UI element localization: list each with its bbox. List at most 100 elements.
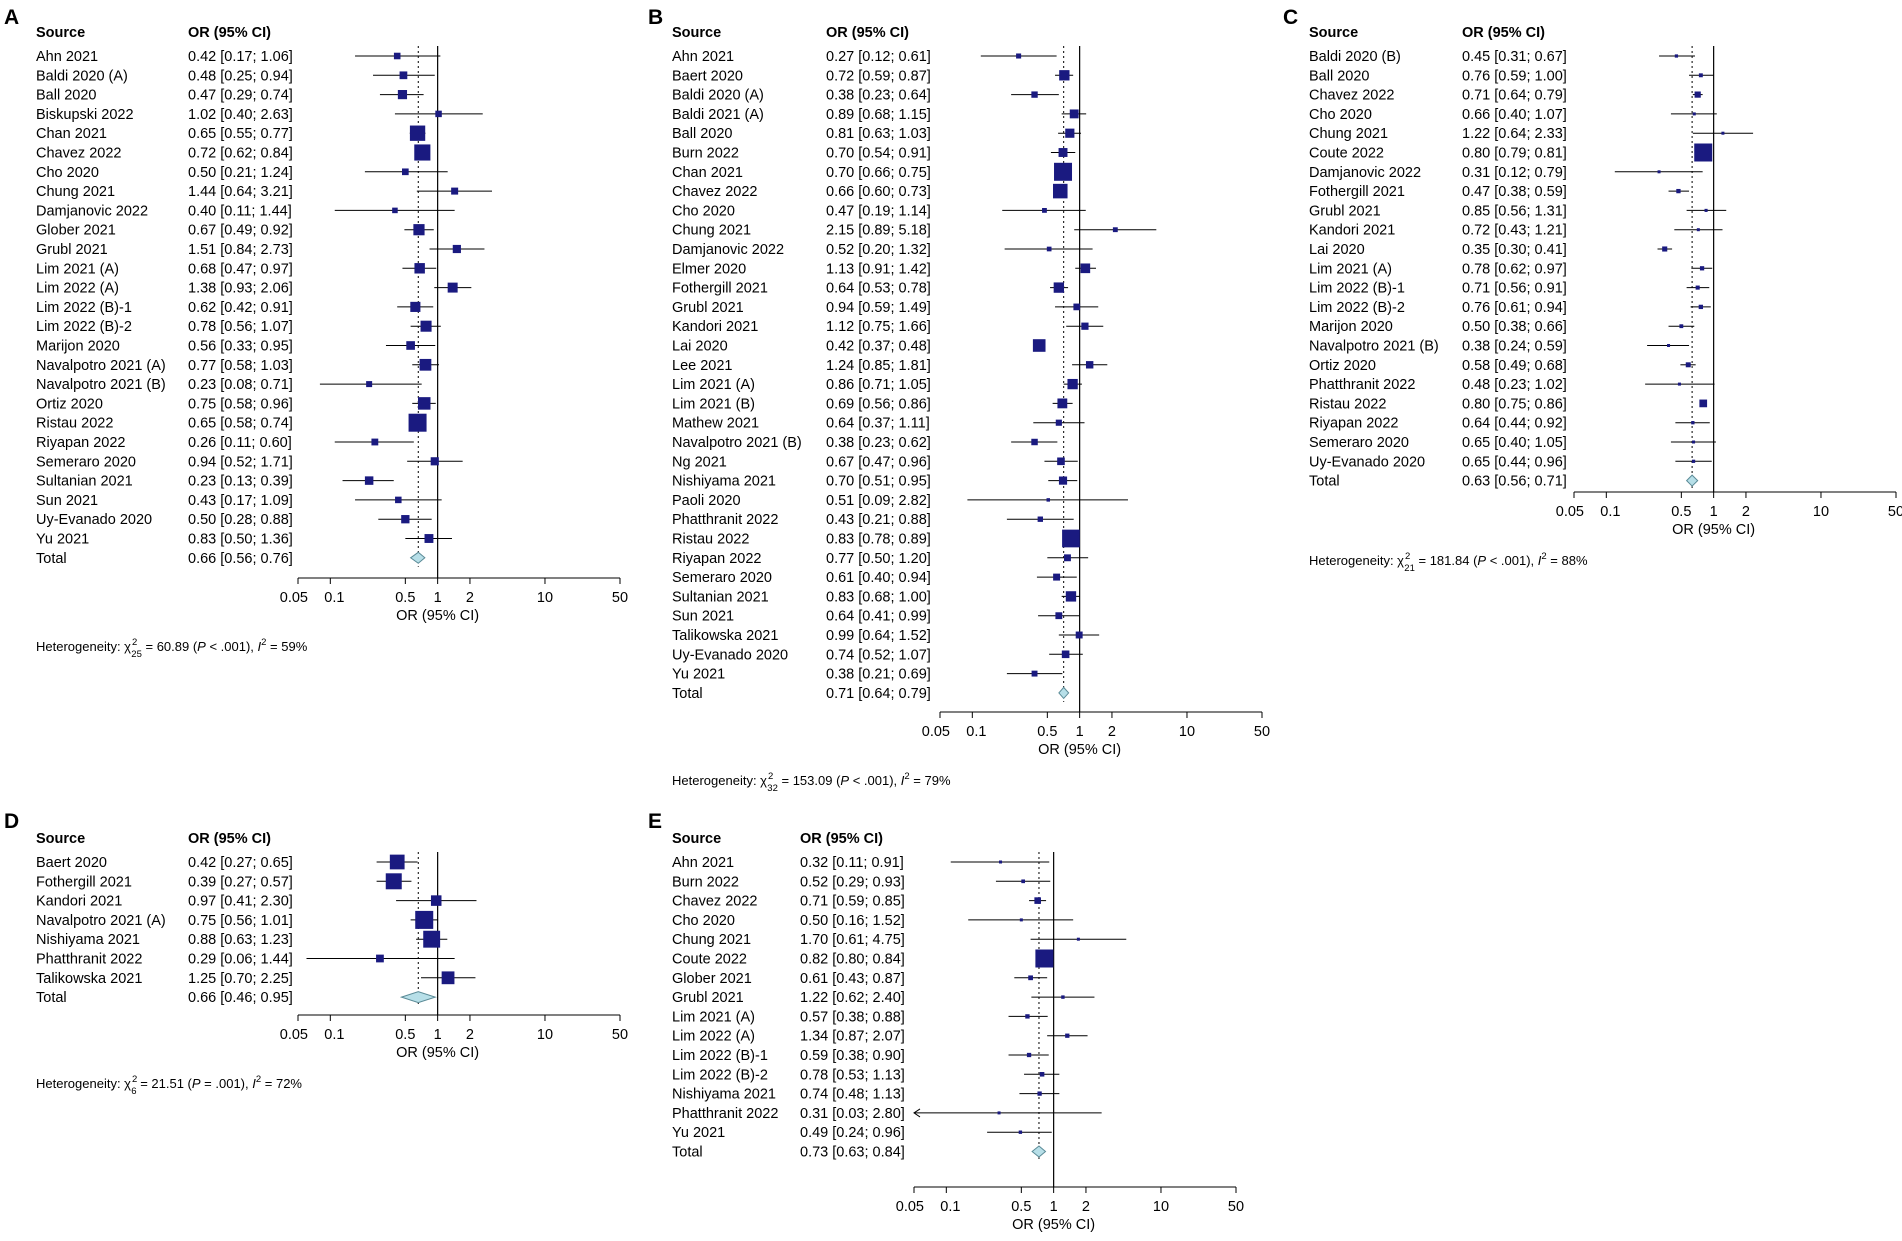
study-marker (1028, 975, 1033, 981)
study-marker (1031, 670, 1038, 677)
x-tick-label: 0.1 (1600, 504, 1620, 520)
study-marker (414, 263, 425, 274)
study-ci-text: 0.32 [0.11; 0.91] (800, 855, 904, 871)
column-header-or: OR (95% CI) (188, 25, 271, 41)
x-tick-label: 0.1 (324, 1027, 344, 1043)
study-marker (366, 381, 373, 388)
study-marker (999, 860, 1003, 864)
panel-d: D Source OR (95% CI) Baert 2020 0.42 [0.27; … (4, 810, 628, 1097)
panel-label: A (4, 6, 19, 29)
total-label: Total (672, 686, 703, 702)
heterogeneity-stats: Heterogeneity: χ2 32 = 153.09 (P < .001),… (672, 771, 951, 794)
study-name: Riyapan 2022 (672, 551, 762, 567)
study-marker (1657, 170, 1661, 174)
study-ci-text: 0.27 [0.12; 0.61] (826, 49, 931, 65)
panel-c: C Source OR (95% CI) Baldi 2020 (B) 0.45 [0.… (1283, 6, 1902, 574)
x-tick-label: 0.05 (280, 590, 308, 606)
study-ci-text: 0.50 [0.16; 1.52] (800, 913, 905, 929)
pooled-diamond (1685, 474, 1699, 487)
study-name: Chan 2021 (672, 165, 743, 181)
study-marker (1058, 476, 1068, 485)
study-marker (1662, 246, 1668, 252)
study-name: Lai 2020 (672, 339, 728, 355)
study-marker (1034, 897, 1041, 904)
study-name: Chung 2021 (36, 184, 115, 200)
study-name: Ball 2020 (672, 126, 732, 142)
study-ci-text: 0.82 [0.80; 0.84] (800, 952, 905, 968)
study-name: Ball 2020 (1309, 68, 1369, 84)
study-ci-text: 0.42 [0.17; 1.06] (188, 49, 293, 65)
study-ci-text: 0.23 [0.13; 0.39] (188, 474, 293, 490)
study-ci-text: 0.65 [0.40; 1.05] (1462, 435, 1567, 451)
column-header-or: OR (95% CI) (188, 831, 271, 847)
study-ci-text: 0.72 [0.59; 0.87] (826, 68, 931, 84)
study-ci-text: 0.61 [0.40; 0.94] (826, 570, 931, 586)
study-marker (406, 341, 415, 350)
study-name: Ristau 2022 (36, 416, 113, 432)
study-marker (408, 413, 427, 432)
study-name: Coute 2022 (672, 952, 747, 968)
study-ci-text: 1.12 [0.75; 1.66] (826, 319, 931, 335)
study-name: Mathew 2021 (672, 416, 759, 432)
total-label: Total (36, 990, 67, 1006)
study-marker (1699, 399, 1708, 408)
study-name: Uy-Evanado 2020 (1309, 454, 1425, 470)
study-name: Fothergill 2021 (36, 874, 132, 890)
study-ci-text: 0.83 [0.68; 1.00] (826, 589, 931, 605)
x-tick-label: 1 (434, 590, 442, 606)
study-ci-text: 0.47 [0.38; 0.59] (1462, 184, 1567, 200)
study-ci-text: 1.02 [0.40; 2.63] (188, 107, 293, 123)
study-name: Damjanovic 2022 (1309, 165, 1421, 181)
study-ci-text: 0.38 [0.23; 0.64] (826, 88, 931, 104)
study-marker (430, 457, 439, 466)
study-marker (1061, 650, 1070, 659)
study-marker (415, 910, 434, 929)
study-marker (1080, 263, 1091, 274)
study-name: Cho 2020 (672, 203, 735, 219)
study-name: Glober 2021 (36, 223, 116, 239)
study-ci-text: 0.78 [0.62; 0.97] (1462, 261, 1567, 277)
study-marker (399, 71, 408, 80)
panel-label: C (1283, 6, 1298, 29)
study-marker (1037, 516, 1043, 522)
study-marker (371, 438, 379, 446)
study-marker (1025, 1014, 1030, 1019)
study-ci-text: 0.48 [0.23; 1.02] (1462, 377, 1567, 393)
study-marker (1053, 573, 1061, 581)
study-marker (1704, 208, 1708, 212)
x-tick-label: 1 (1710, 504, 1718, 520)
x-tick-label: 0.5 (395, 1027, 415, 1043)
study-name: Grubl 2021 (36, 242, 108, 258)
study-marker (1057, 457, 1065, 466)
pooled-diamond (399, 991, 437, 1004)
study-name: Lim 2022 (A) (36, 281, 119, 297)
study-ci-text: 0.76 [0.59; 1.00] (1462, 68, 1567, 84)
study-name: Kandori 2021 (672, 319, 758, 335)
x-tick-label: 2 (1108, 724, 1116, 740)
study-marker (1064, 554, 1071, 562)
study-marker (1694, 143, 1713, 162)
study-name: Baldi 2020 (A) (36, 68, 128, 84)
study-name: Lim 2021 (B) (672, 396, 755, 412)
study-name: Chung 2021 (672, 932, 751, 948)
study-name: Damjanovic 2022 (36, 203, 148, 219)
study-marker (435, 110, 442, 118)
study-name: Chung 2021 (672, 223, 751, 239)
total-ci-text: 0.73 [0.63; 0.84] (800, 1145, 905, 1161)
study-ci-text: 0.65 [0.55; 0.77] (188, 126, 293, 142)
study-name: Sun 2021 (36, 493, 98, 509)
study-name: Grubl 2021 (672, 300, 744, 316)
study-ci-text: 0.81 [0.63; 1.03] (826, 126, 931, 142)
study-name: Elmer 2020 (672, 261, 746, 277)
study-ci-text: 0.52 [0.20; 1.32] (826, 242, 931, 258)
study-name: Marijon 2020 (1309, 319, 1393, 335)
study-marker (1692, 112, 1696, 116)
study-marker (1067, 378, 1078, 390)
study-name: Baldi 2021 (A) (672, 107, 764, 123)
study-ci-text: 0.38 [0.21; 0.69] (826, 667, 931, 683)
study-name: Semeraro 2020 (1309, 435, 1409, 451)
study-ci-text: 0.83 [0.50; 1.36] (188, 532, 293, 548)
study-ci-text: 0.80 [0.75; 0.86] (1462, 396, 1567, 412)
study-ci-text: 1.51 [0.84; 2.73] (188, 242, 293, 258)
study-marker (393, 52, 401, 60)
